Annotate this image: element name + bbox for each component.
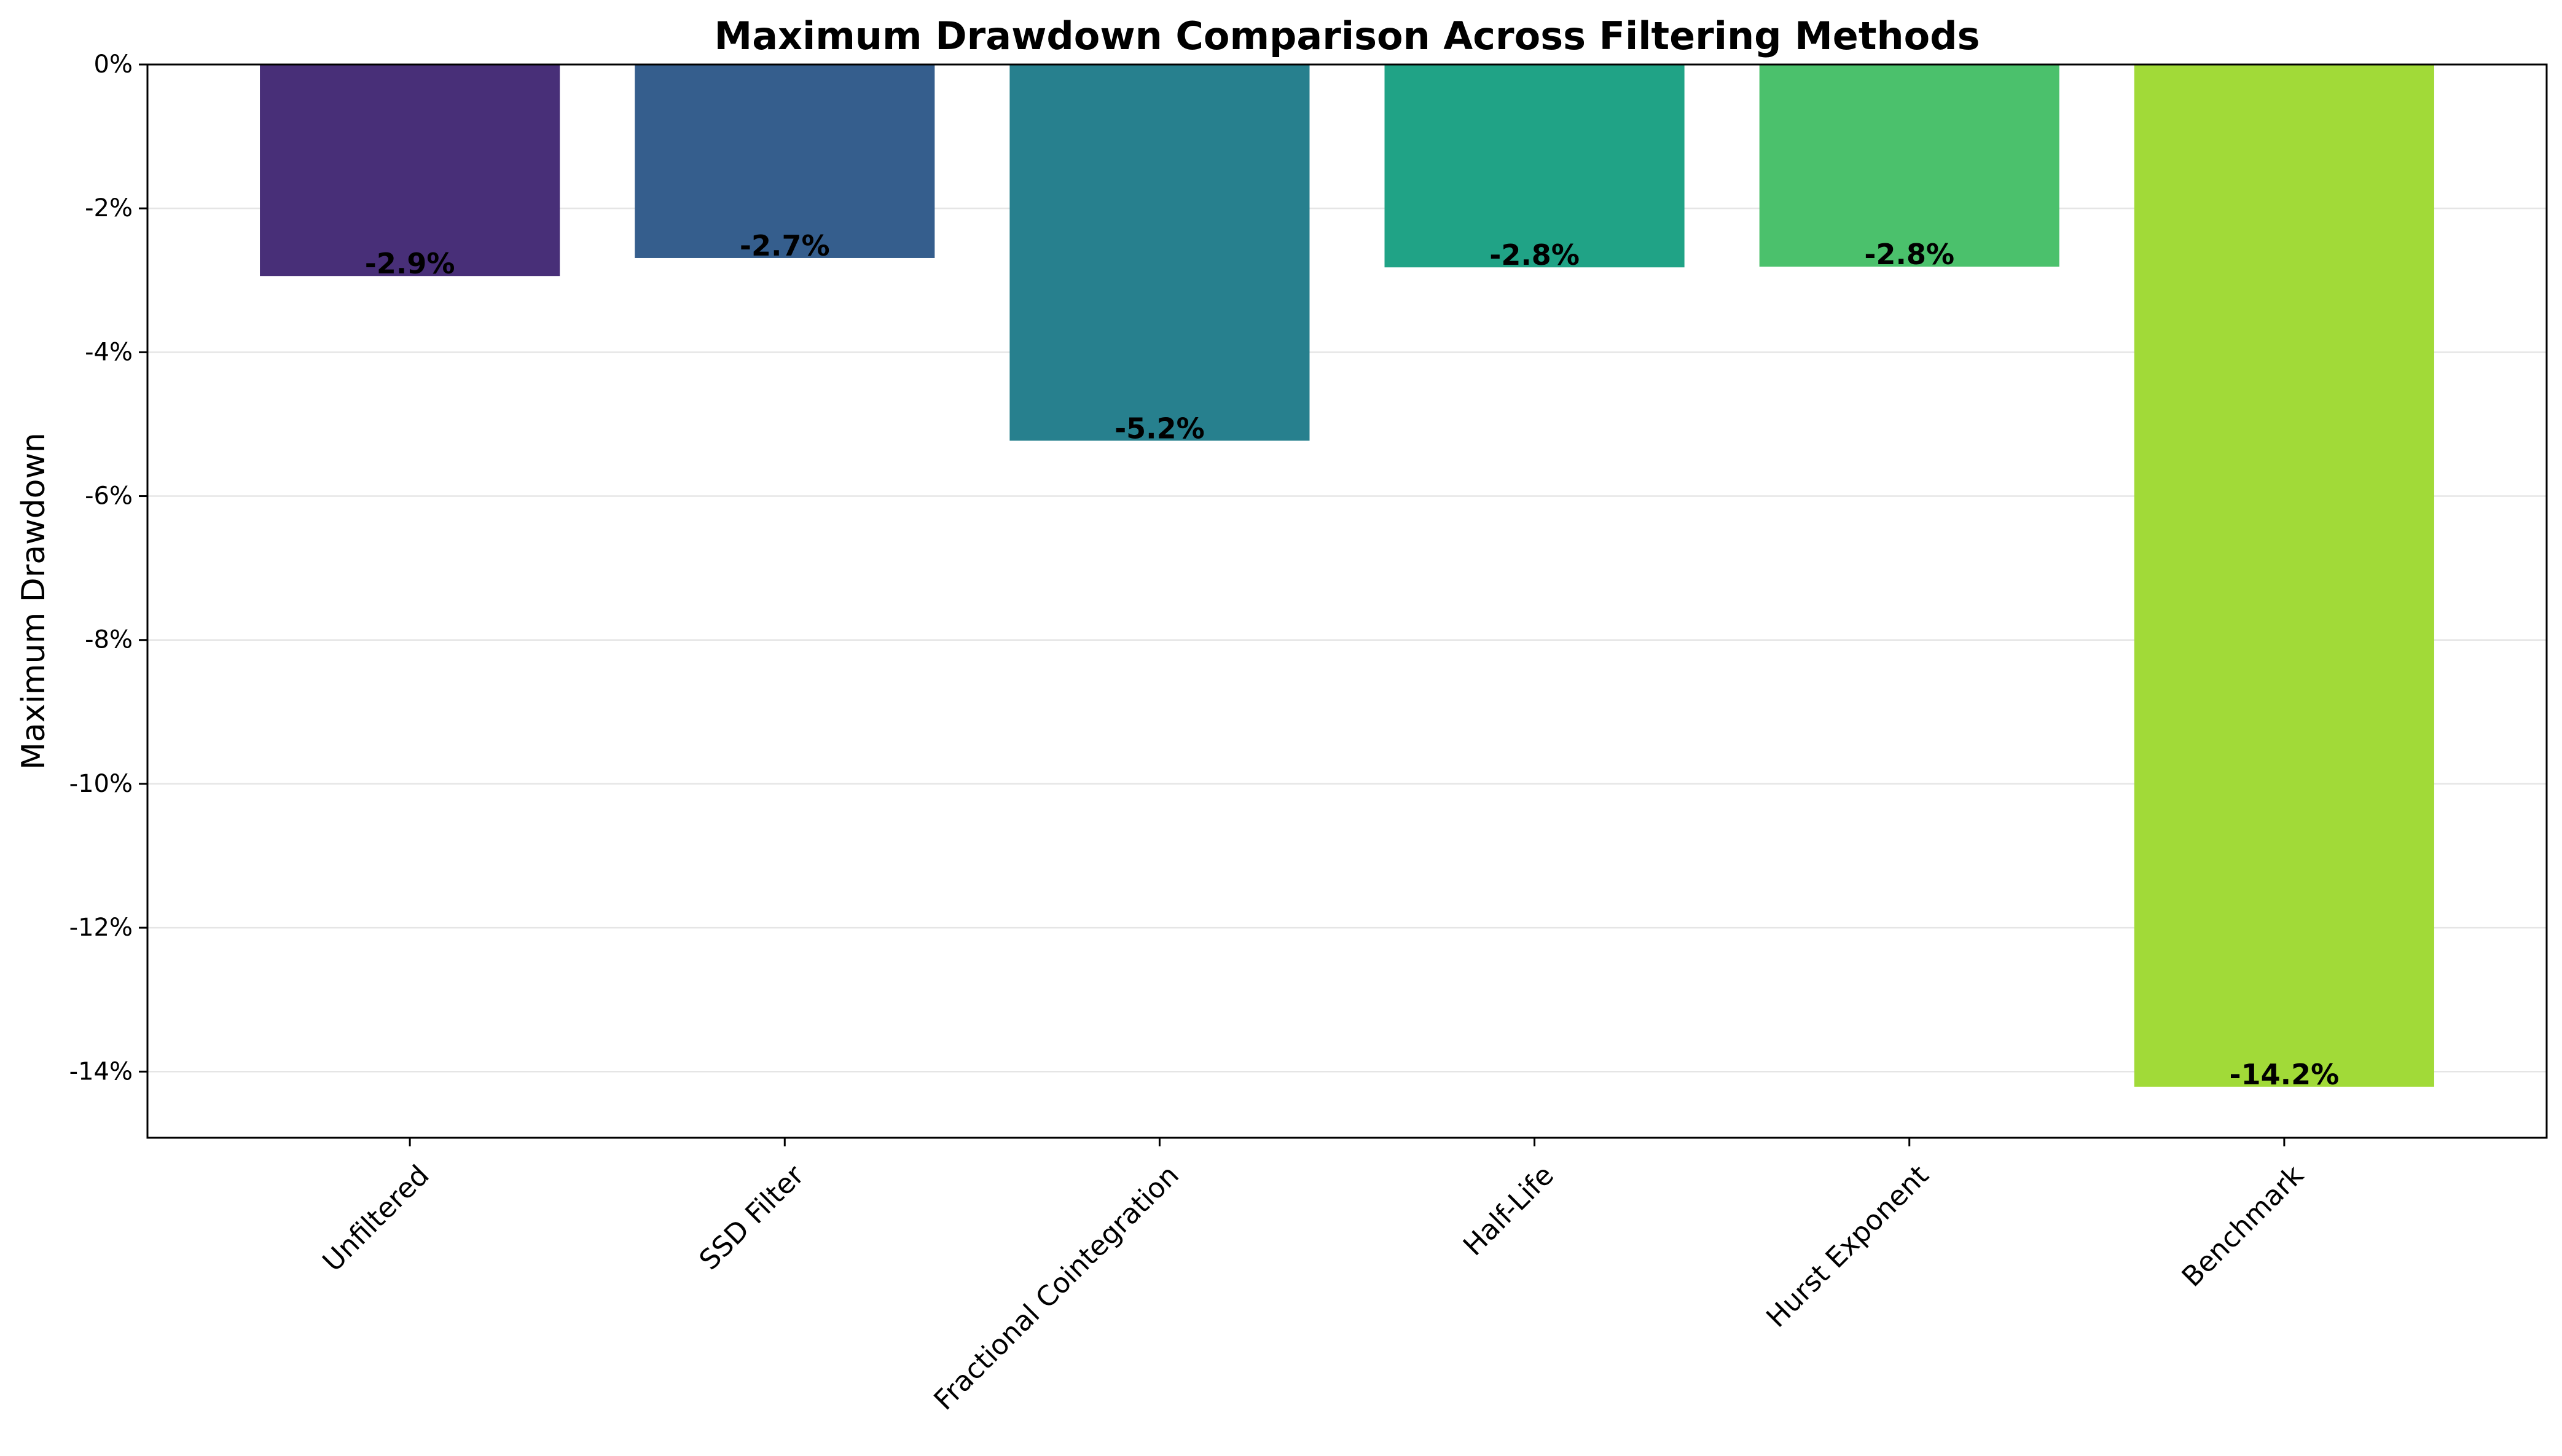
y-tick-label: 0% bbox=[94, 50, 133, 79]
bar bbox=[2134, 65, 2434, 1087]
x-tick-label: Half-Life bbox=[1457, 1159, 1560, 1262]
x-tick-label: Hurst Exponent bbox=[1760, 1159, 1935, 1334]
x-tick-label: SSD Filter bbox=[693, 1159, 811, 1277]
bar-value-label: -2.8% bbox=[1489, 238, 1580, 272]
chart-title: Maximum Drawdown Comparison Across Filte… bbox=[715, 14, 1980, 58]
bar-value-label: -5.2% bbox=[1115, 412, 1205, 445]
bar bbox=[1384, 65, 1685, 268]
y-axis-label: Maximum Drawdown bbox=[15, 432, 52, 770]
x-tick-label: Fractional Cointegration bbox=[928, 1159, 1185, 1416]
plot-frame bbox=[146, 63, 2548, 1139]
bars-layer bbox=[260, 65, 2434, 1087]
x-axis: Unfiltered SSD Filter Fractional Cointegra… bbox=[316, 1138, 2310, 1416]
bar-value-label: -14.2% bbox=[2230, 1058, 2340, 1091]
x-tick-label: Unfiltered bbox=[316, 1159, 436, 1278]
data-labels-layer: -2.9% -2.7% -5.2% -2.8% -2.8% -14.2% bbox=[365, 229, 2339, 1091]
y-tick-label: -12% bbox=[69, 914, 133, 942]
y-tick-label: -6% bbox=[85, 482, 133, 511]
bar-value-label: -2.8% bbox=[1864, 238, 1954, 271]
bar-value-label: -2.9% bbox=[365, 247, 455, 280]
bar bbox=[1759, 65, 2059, 267]
x-tick-label: Benchmark bbox=[2176, 1159, 2310, 1293]
bar bbox=[1009, 65, 1310, 441]
y-tick-label: -2% bbox=[85, 194, 133, 222]
y-tick-label: -4% bbox=[85, 338, 133, 366]
bar bbox=[260, 65, 560, 276]
bar-value-label: -2.7% bbox=[740, 229, 830, 262]
y-tick-label: -14% bbox=[69, 1057, 133, 1086]
y-tick-label: -8% bbox=[85, 626, 133, 654]
bar bbox=[635, 65, 935, 258]
y-axis: 0% -2% -4% -6% -8% -10% -12% -14% bbox=[69, 50, 147, 1086]
y-tick-label: -10% bbox=[69, 770, 133, 798]
